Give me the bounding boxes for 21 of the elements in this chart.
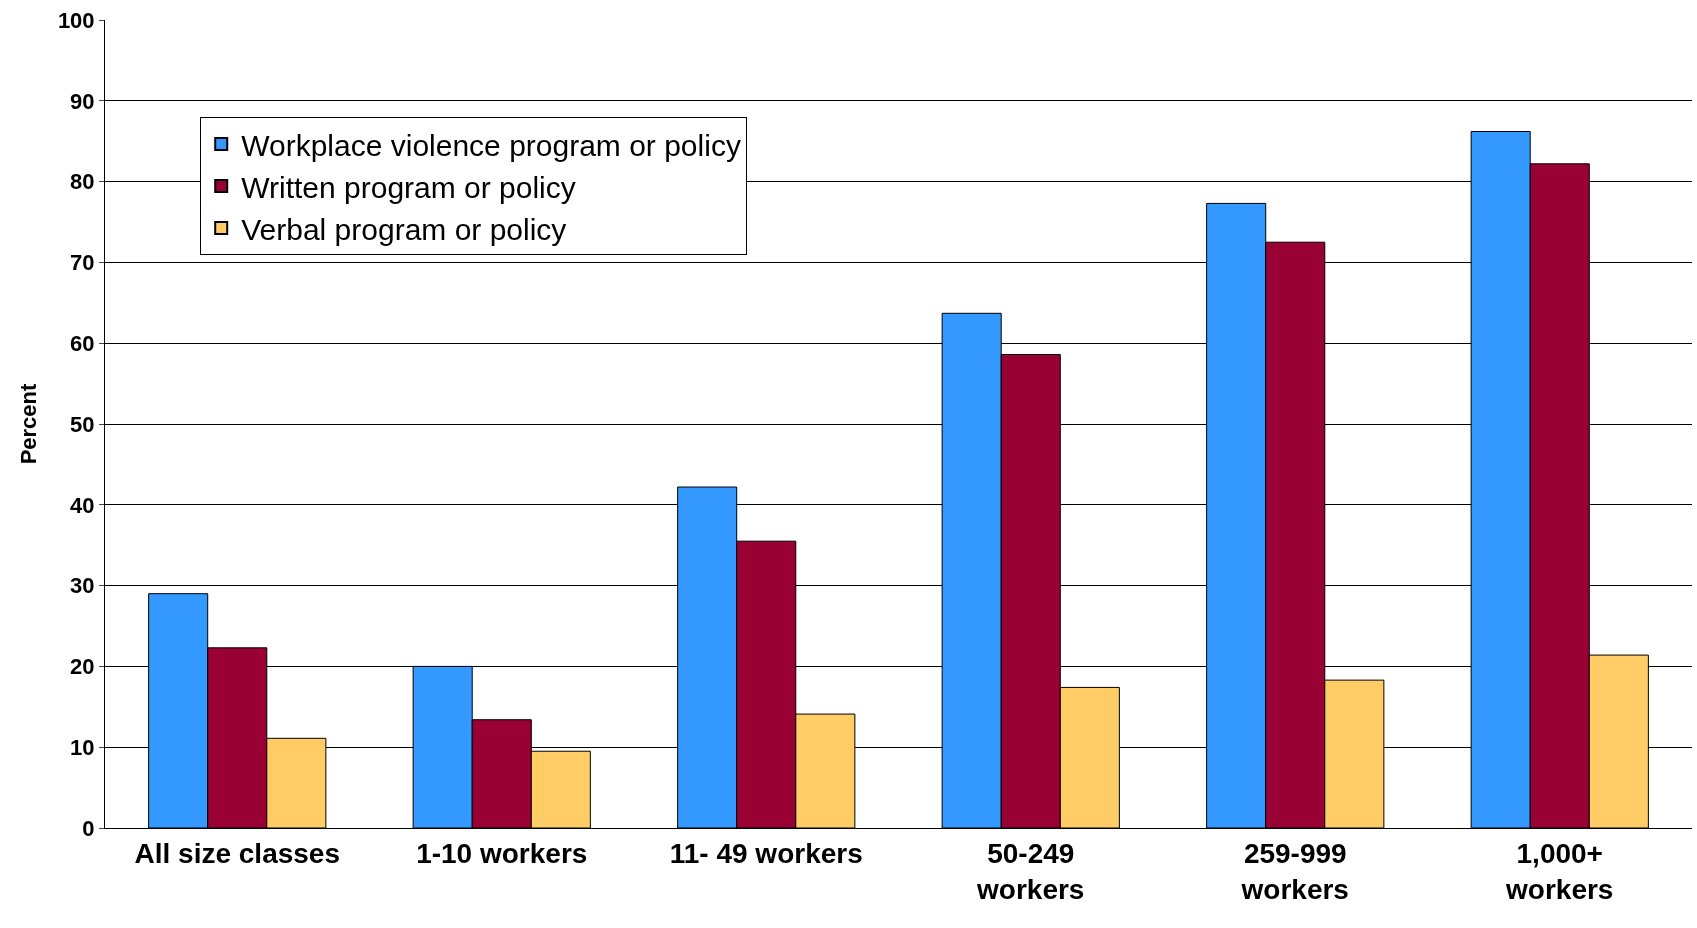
y-tick-label: 100 xyxy=(57,7,95,33)
y-axis-title: Percent xyxy=(15,382,41,465)
legend-label: Written program or policy xyxy=(241,170,576,204)
y-tick-label: 0 xyxy=(82,815,95,841)
y-tick-label: 90 xyxy=(70,88,95,114)
y-tick-label: 10 xyxy=(70,734,95,760)
x-tick-label: 1,000+ workers xyxy=(1505,837,1614,905)
x-tick-label: 259-999 workers xyxy=(1240,837,1349,905)
y-tick-label: 80 xyxy=(70,169,95,195)
legend-label: Verbal program or policy xyxy=(241,212,567,246)
x-tick-label: 11- 49 workers xyxy=(669,837,863,869)
x-tick-label: 50-249 workers xyxy=(976,837,1085,905)
y-tick-label: 20 xyxy=(70,654,95,680)
x-tick-label: 1-10 workers xyxy=(416,837,588,869)
y-tick-label: 40 xyxy=(70,492,95,518)
y-tick-label: 70 xyxy=(70,250,95,276)
legend-label: Workplace violence program or policy xyxy=(241,128,741,162)
y-tick-label: 50 xyxy=(70,411,95,437)
x-tick-label: All size classes xyxy=(134,837,340,869)
y-tick-label: 60 xyxy=(70,330,95,356)
y-tick-label: 30 xyxy=(70,573,95,599)
